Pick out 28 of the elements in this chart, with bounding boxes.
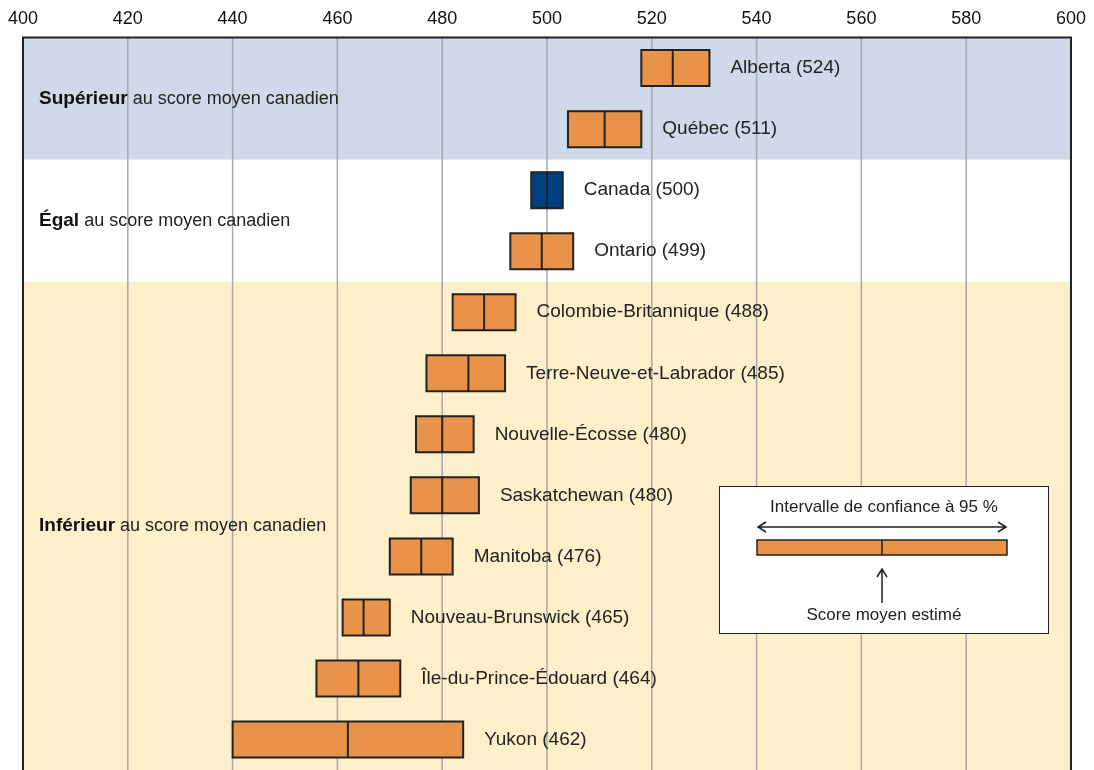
band-label: Égal au score moyen canadien — [39, 208, 291, 230]
band-label: Supérieur au score moyen canadien — [39, 86, 339, 108]
x-tick-label: 400 — [7, 7, 39, 28]
y-tick-label: Ontario (499) — [594, 239, 707, 261]
x-tick-label: 480 — [427, 7, 458, 28]
y-tick-label: Québec (511) — [662, 117, 778, 139]
y-tick-label: Saskatchewan (480) — [499, 483, 674, 505]
x-tick-label: 520 — [636, 7, 667, 28]
y-tick-label: Canada (500) — [583, 178, 700, 200]
x-tick-label: 580 — [951, 7, 982, 28]
annotation: Intervalle de confiance à 95 % — [769, 497, 999, 517]
band-label: Inférieur au score moyen canadien — [39, 514, 327, 536]
y-tick-label: Yukon (462) — [484, 727, 587, 749]
annotation: Score moyen estimé — [805, 605, 963, 625]
y-tick-label: Nouvelle-Écosse (480) — [494, 422, 687, 444]
y-tick-label: Nouveau-Brunswick (465) — [410, 605, 630, 627]
y-tick-label: Île-du-Prince-Édouard (464) — [420, 666, 657, 688]
y-tick-label: Terre-Neuve-et-Labrador (485) — [526, 361, 785, 383]
x-tick-label: 600 — [1055, 7, 1087, 28]
x-tick-label: 440 — [217, 7, 248, 28]
x-tick-label: 540 — [741, 7, 772, 28]
x-tick-label: 460 — [322, 7, 353, 28]
x-tick-label: 420 — [112, 7, 143, 28]
y-tick-label: Colombie-Britannique (488) — [536, 300, 769, 322]
y-tick-label: Alberta (524) — [730, 56, 841, 78]
x-tick-label: 560 — [846, 7, 877, 28]
y-tick-label: Manitoba (476) — [473, 544, 602, 566]
x-tick-label: 500 — [531, 7, 563, 28]
